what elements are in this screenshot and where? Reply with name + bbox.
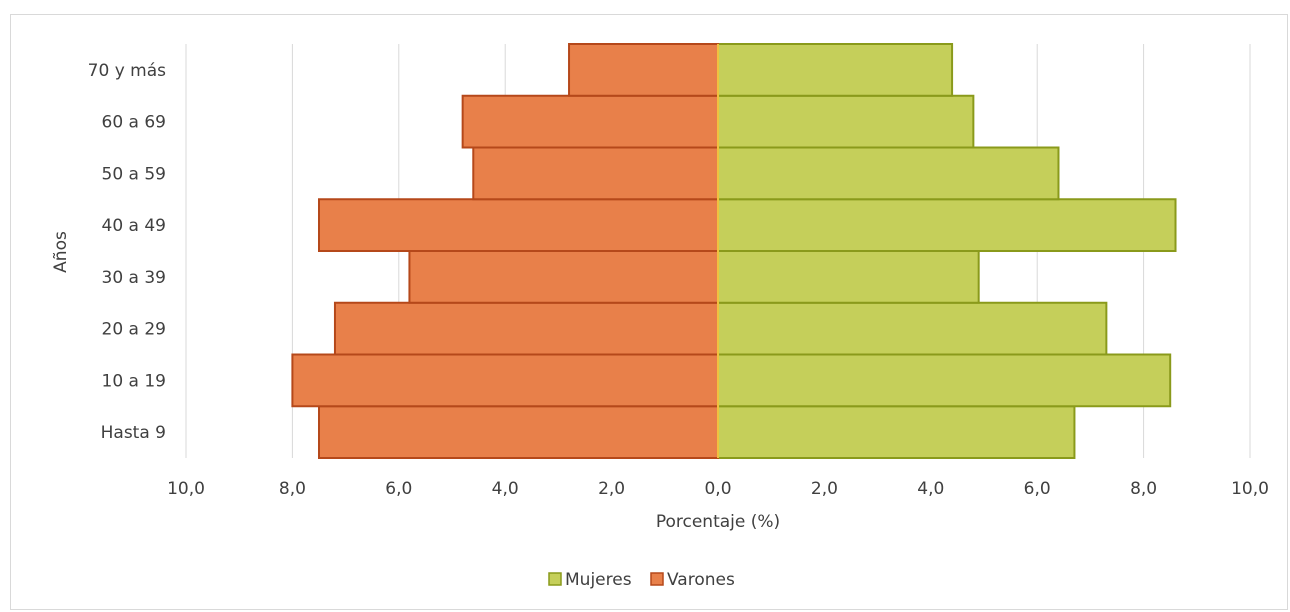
y-axis-title: Años bbox=[51, 231, 71, 273]
bar-mujeres-1 bbox=[717, 353, 1172, 408]
bar-varones-3 bbox=[408, 250, 719, 304]
y-tick-label: 70 y más bbox=[88, 61, 166, 81]
bar-varones-5 bbox=[472, 146, 719, 201]
x-tick-label: 2,0 bbox=[598, 479, 625, 499]
bar-varones-2 bbox=[333, 301, 719, 356]
x-tick-label: 8,0 bbox=[279, 479, 306, 499]
x-tick-label: 6,0 bbox=[385, 479, 412, 499]
bar-mujeres-2 bbox=[717, 301, 1108, 356]
bar-mujeres-4 bbox=[717, 198, 1177, 252]
bar-varones-1 bbox=[291, 353, 719, 408]
y-tick-label: 10 a 19 bbox=[102, 371, 167, 391]
legend-swatch-varones bbox=[650, 572, 664, 586]
x-tick-label: 4,0 bbox=[917, 479, 944, 499]
legend-swatch-mujeres bbox=[548, 572, 562, 586]
bar-mujeres-5 bbox=[717, 146, 1060, 201]
bar-varones-7 bbox=[568, 43, 719, 97]
bar-mujeres-3 bbox=[717, 250, 980, 304]
y-tick-label: 60 a 69 bbox=[102, 113, 167, 133]
x-tick-label: 6,0 bbox=[1024, 479, 1051, 499]
x-axis-title: Porcentaje (%) bbox=[656, 512, 780, 532]
y-tick-label: 30 a 39 bbox=[102, 268, 167, 288]
x-tick-label: 2,0 bbox=[811, 479, 838, 499]
legend-label-mujeres: Mujeres bbox=[565, 570, 632, 590]
bars bbox=[291, 43, 1177, 459]
y-tick-label: 50 a 59 bbox=[102, 164, 167, 184]
x-tick-labels: 10,0 8,0 6,0 4,0 2,0 0,0 2,0 4,0 6,0 8,0 10,0 bbox=[167, 479, 1269, 499]
x-tick-label: 8,0 bbox=[1130, 479, 1157, 499]
bar-varones-6 bbox=[461, 94, 720, 149]
bar-varones-0 bbox=[318, 405, 719, 459]
bar-mujeres-0 bbox=[717, 405, 1076, 459]
y-tick-label: Hasta 9 bbox=[101, 423, 166, 443]
bar-mujeres-7 bbox=[717, 43, 954, 97]
legend: Mujeres Varones bbox=[548, 570, 735, 590]
bar-mujeres-6 bbox=[717, 94, 975, 149]
bar-varones-4 bbox=[318, 198, 719, 252]
y-tick-label: 20 a 29 bbox=[102, 320, 167, 340]
x-tick-label: 10,0 bbox=[167, 479, 205, 499]
x-tick-label: 10,0 bbox=[1231, 479, 1269, 499]
y-tick-label: 40 a 49 bbox=[102, 216, 167, 236]
x-tick-label: 4,0 bbox=[492, 479, 519, 499]
legend-label-varones: Varones bbox=[667, 570, 735, 590]
x-tick-label: 0,0 bbox=[704, 479, 731, 499]
y-tick-labels: Hasta 9 10 a 19 20 a 29 30 a 39 40 a 49 50 a … bbox=[88, 61, 166, 443]
